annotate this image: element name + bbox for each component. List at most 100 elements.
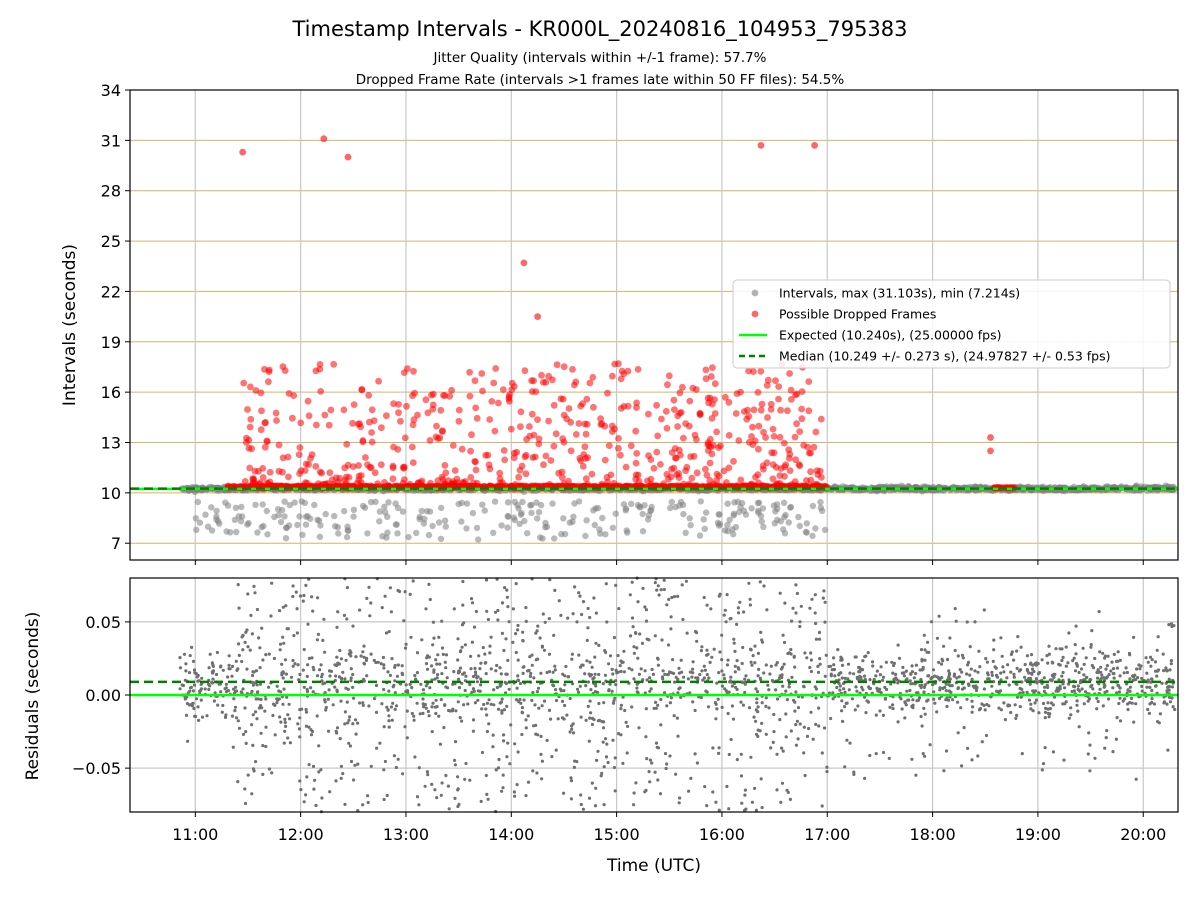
residual-point (707, 676, 711, 680)
interval-point (558, 530, 565, 538)
residual-point (940, 657, 944, 661)
interval-point (517, 511, 525, 518)
residual-point (597, 701, 601, 706)
residual-point (505, 595, 509, 599)
dropped-frame-point (538, 371, 545, 379)
dropped-frame-point (381, 479, 388, 486)
dropped-frame-point (265, 368, 273, 375)
dropped-frame-point (796, 428, 804, 435)
residual-point (468, 778, 472, 782)
interval-point (364, 530, 371, 537)
residual-point (1105, 664, 1109, 668)
dropped-frame-point (784, 407, 791, 415)
residual-point (881, 750, 886, 755)
residual-point (1000, 654, 1004, 658)
x-tick-label: 14:00 (488, 825, 534, 844)
interval-point (700, 516, 707, 523)
dropped-frame-point (567, 418, 575, 426)
residual-point (259, 731, 263, 735)
dropped-frame-point (349, 463, 357, 470)
dropped-frame-point (455, 417, 463, 425)
residual-point (720, 705, 724, 710)
dropped-frame-point (486, 416, 494, 423)
residual-point (691, 700, 695, 704)
residual-point (726, 658, 730, 662)
residual-point (735, 758, 739, 762)
residual-point (900, 707, 904, 711)
residual-point (613, 789, 617, 793)
residual-point (665, 762, 669, 766)
residual-point (500, 601, 505, 605)
residual-point (505, 588, 509, 592)
residual-point (984, 733, 989, 738)
residual-point (1046, 661, 1050, 665)
residual-point (716, 697, 720, 701)
residual-point (428, 686, 432, 690)
dropped-frame-point (672, 454, 680, 462)
residual-point (284, 724, 288, 729)
residual-point (361, 803, 365, 807)
residual-point (1058, 647, 1062, 651)
residual-point (387, 714, 391, 718)
residual-point (656, 657, 660, 661)
dropped-frame-point (776, 433, 784, 441)
dropped-frame-point (764, 376, 772, 384)
interval-point (252, 501, 259, 509)
interval-point (819, 507, 826, 514)
residual-point (250, 673, 255, 678)
residual-point (1109, 669, 1113, 673)
residual-point (447, 807, 451, 811)
residual-point (1162, 700, 1167, 704)
dropped-frame-point (745, 438, 753, 446)
interval-point (524, 530, 531, 537)
residual-point (1102, 676, 1106, 680)
interval-point (782, 511, 789, 519)
residual-point (788, 797, 793, 802)
residual-point (736, 606, 741, 610)
dropped-frame-point (404, 365, 411, 372)
residual-point (295, 607, 299, 611)
residual-point (352, 778, 356, 782)
dropped-frame-point (275, 467, 283, 475)
residual-point (622, 670, 627, 674)
residual-point (919, 648, 924, 652)
dropped-frame-point (239, 148, 247, 156)
dropped-frame-point (490, 379, 498, 387)
residual-point (316, 596, 320, 600)
dropped-frame-point (406, 480, 414, 488)
dropped-frame-point (755, 422, 763, 430)
residual-point (836, 648, 840, 652)
interval-point (438, 504, 445, 512)
residual-point (1167, 623, 1171, 627)
residual-point (634, 781, 638, 785)
dropped-frame-point (607, 471, 615, 479)
dropped-frame-point (565, 405, 573, 412)
residual-point (755, 701, 759, 705)
residual-point (264, 725, 268, 729)
residual-point (400, 664, 404, 668)
residual-point (734, 685, 738, 690)
x-tick-label: 12:00 (278, 825, 324, 844)
residual-point (549, 717, 553, 721)
residual-point (1134, 777, 1138, 781)
dropped-frame-point (817, 415, 825, 423)
residual-point (922, 706, 926, 711)
residual-point (524, 619, 528, 624)
residual-point (739, 752, 743, 756)
residual-point (590, 665, 594, 669)
dropped-frame-point (567, 447, 575, 455)
dropped-frame-point (586, 379, 594, 387)
residual-point (305, 674, 309, 679)
dropped-frame-point (285, 473, 292, 481)
residual-point (1082, 673, 1086, 677)
dropped-frame-point (410, 367, 417, 375)
interval-point (796, 522, 803, 530)
residual-point (805, 656, 809, 660)
residual-point (438, 742, 442, 746)
dropped-frame-point (517, 423, 524, 431)
residual-point (1095, 696, 1099, 700)
dropped-frame-point (581, 443, 589, 451)
interval-point (612, 510, 619, 517)
dropped-frame-point (749, 423, 756, 431)
dropped-frame-point (429, 401, 437, 409)
